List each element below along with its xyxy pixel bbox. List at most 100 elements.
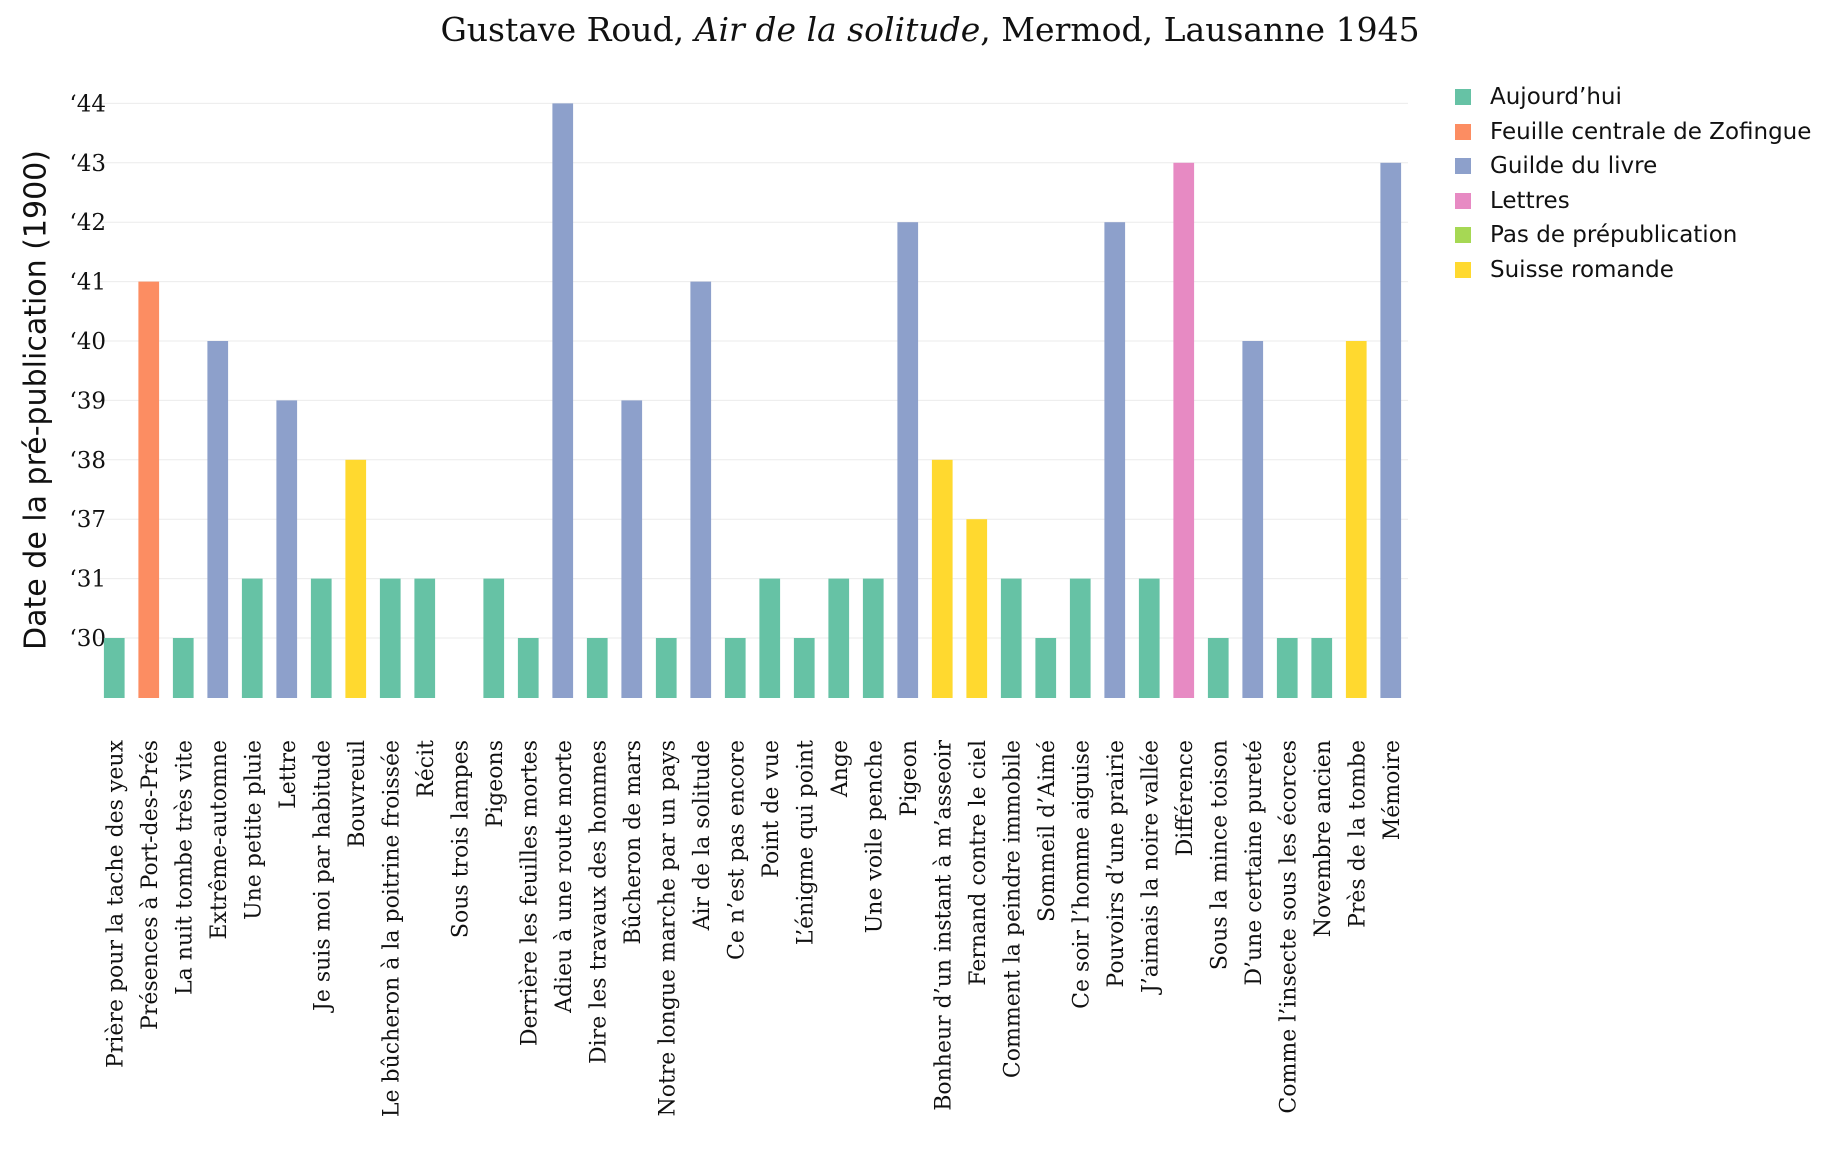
x-tick-label: Notre longue marche par un pays [655, 740, 680, 1117]
legend-label: Lettres [1490, 187, 1570, 214]
bar [586, 638, 608, 698]
y-tick-label: ‘38 [69, 448, 106, 474]
y-tick-label: ‘44 [69, 91, 106, 117]
legend-label: Guilde du livre [1490, 153, 1658, 180]
legend-label: Suisse romande [1490, 256, 1674, 283]
x-tick-label: Récit [414, 740, 439, 798]
bar [414, 578, 436, 698]
x-tick-label: Comme l’insecte sous les écorces [1276, 740, 1301, 1114]
bar [172, 638, 194, 698]
legend-item[interactable]: Pas de prépublication [1455, 218, 1811, 253]
bar [552, 103, 574, 698]
x-tick-label: Ange [828, 740, 853, 798]
bar [1069, 578, 1091, 698]
x-tick-label: Derrière les feuilles mortes [517, 740, 542, 1046]
bar [1242, 341, 1264, 698]
legend-item[interactable]: Aujourd’hui [1455, 80, 1811, 115]
bar [1173, 162, 1195, 699]
x-tick-label: Extrême-automne [207, 740, 232, 940]
x-tick-label: Prière pour la tache des yeux [103, 739, 128, 1068]
bar [897, 222, 919, 698]
bars [103, 103, 1402, 699]
y-tick-label: ‘41 [69, 270, 106, 296]
bar [621, 400, 643, 698]
x-tick-label: Le bûcheron à la poitrine froissée [379, 740, 404, 1117]
legend-label: Pas de prépublication [1490, 222, 1738, 249]
x-tick-label: Comment la peindre immobile [1000, 740, 1025, 1078]
x-tick-label: Pigeons [483, 740, 508, 828]
bar [793, 638, 815, 698]
y-tick-label: ‘40 [69, 329, 106, 355]
x-tick-label: Sous la mince toison [1207, 740, 1232, 970]
x-tick-label: Fernand contre le ciel [966, 740, 991, 986]
bar [931, 459, 953, 698]
chart-title: Gustave Roud, Air de la solitude, Mermod… [0, 10, 1845, 49]
bar [276, 400, 298, 698]
legend: Aujourd’hui Feuille centrale de Zofingue G… [1455, 80, 1811, 287]
legend-swatch [1455, 89, 1471, 106]
bar [483, 578, 505, 698]
x-tick-label: Ce n’est pas encore [724, 740, 749, 960]
y-tick-label: ‘37 [69, 507, 106, 533]
chart-title-post: , Mermod, Lausanne 1945 [980, 10, 1420, 49]
x-tick-label: Une petite pluie [241, 740, 266, 920]
bar [310, 578, 332, 698]
bar [1276, 638, 1298, 698]
legend-label: Aujourd’hui [1490, 84, 1622, 111]
y-tick-label: ‘30 [69, 626, 106, 652]
x-tick-label: J’aimais la noire vallée [1138, 740, 1163, 995]
x-tick-label: Lettre [276, 740, 301, 809]
x-tick-label: Près de la tombe [1345, 740, 1370, 928]
x-tick-label: L’énigme qui point [793, 740, 818, 945]
legend-item[interactable]: Lettres [1455, 184, 1811, 219]
legend-item[interactable]: Suisse romande [1455, 253, 1811, 288]
bar [1380, 162, 1402, 699]
bar [1207, 638, 1229, 698]
bar [655, 638, 677, 698]
bar [690, 281, 712, 698]
x-tick-label: Une voile penche [862, 740, 887, 933]
x-tick-label: Novembre ancien [1311, 740, 1336, 937]
legend-item[interactable]: Feuille centrale de Zofingue [1455, 115, 1811, 150]
y-tick-label: ‘42 [69, 210, 106, 236]
bar [241, 578, 263, 698]
x-tick-label: Pigeon [897, 740, 922, 816]
legend-label: Feuille centrale de Zofingue [1490, 118, 1812, 145]
chart-title-pre: Gustave Roud, [440, 10, 695, 49]
x-tick-label: La nuit tombe très vite [172, 740, 197, 995]
x-tick-label: Mémoire [1380, 740, 1405, 840]
bar [828, 578, 850, 698]
bar [966, 519, 988, 698]
x-tick-label: Sous trois lampes [448, 740, 473, 938]
bar [1000, 578, 1022, 698]
legend-item[interactable]: Guilde du livre [1455, 149, 1811, 184]
x-tick-label: Bûcheron de mars [621, 740, 646, 945]
x-tick-label: Ce soir l’homme aiguise [1069, 740, 1094, 1009]
bar [207, 341, 229, 698]
x-tick-label: Air de la solitude [690, 740, 715, 931]
chart-title-italic: Air de la solitude [694, 10, 981, 49]
bar [1035, 638, 1057, 698]
y-tick-label: ‘39 [69, 388, 106, 414]
bar [138, 281, 160, 698]
y-tick-labels: ‘30 ‘31 ‘37 ‘38 ‘39 ‘40 ‘41 ‘42 ‘43 ‘44 [69, 91, 106, 652]
x-tick-label: Présences à Port-des-Prés [138, 740, 163, 1030]
x-tick-label: Sommeil d’Aimé [1035, 740, 1060, 922]
x-tick-label: D’une certaine pureté [1242, 740, 1267, 986]
bar [724, 638, 746, 698]
legend-swatch [1455, 123, 1471, 140]
x-tick-label: Bouvreuil [345, 740, 370, 848]
x-tick-label: Point de vue [759, 740, 784, 878]
x-tick-label: Dire les travaux des hommes [586, 740, 611, 1064]
bar [379, 578, 401, 698]
bar [862, 578, 884, 698]
x-tick-label: Pouvoirs d’une prairie [1104, 740, 1129, 988]
x-tick-label: Adieu à une route morte [552, 740, 577, 1014]
bar [759, 578, 781, 698]
bar [345, 459, 367, 698]
bar [1345, 341, 1367, 698]
legend-swatch [1455, 158, 1471, 175]
bar [103, 638, 125, 698]
x-tick-label: Différence [1173, 740, 1198, 856]
